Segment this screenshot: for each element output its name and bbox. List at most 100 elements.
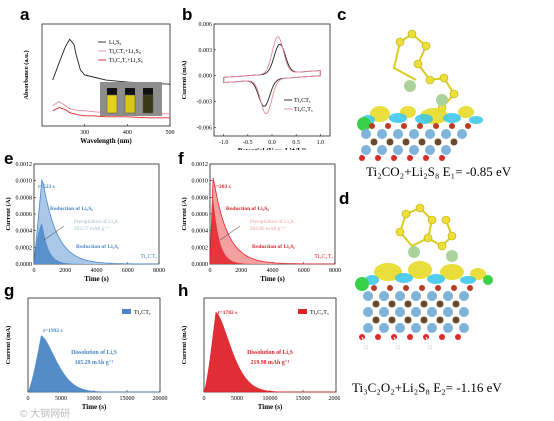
legend-label: Ti₂CTₓ+Li₂S₈ [109,49,141,55]
area-fill-reduction [34,223,97,264]
x-axis-label: Time (s) [258,403,283,411]
annotation-dissolution: Dissolution of Li₂S [71,350,117,356]
x-tick-label: 4000 [267,268,279,274]
y-axis-label: Current (mA) [181,61,188,100]
li2s-deposition-ti3c2tx-chart: 0 2000 4000 6000 8000 0.0000 0.0002 0.0004 0.000… [181,162,341,283]
li2s-deposition-ti2ctx-chart: 0 2000 4000 6000 8000 0.0000 0.0002 0.0004 0.000… [5,162,165,283]
legend-label: Ti₂CTₓ [294,98,311,104]
annotation-capacity: 219.98 mAh g⁻¹ [251,360,290,366]
annotation-precipitation: Precipitation of Li₂S [250,218,294,225]
x-tick-label: 2000 [59,268,71,274]
area-fill [203,311,336,393]
x-tick-label: 15000 [120,396,135,402]
watermark: © 大钢网研 [20,409,71,420]
y-tick-label: 0.0010 [192,179,209,185]
annotation-arrow [219,225,241,241]
panel-label-d: d [339,189,350,208]
annotation-reduction-li2s6: Reduction of Li₂S₆ [252,244,295,250]
x-tick-label: 300 [80,130,89,136]
x-tick-label: 6000 [122,268,134,274]
x-tick-label: 8000 [329,268,341,274]
vial-body [106,94,118,114]
legend-label: Ti₃C₂Tₓ [314,254,333,260]
plot-frame [213,23,331,137]
y-axis-label: Current (mA) [5,326,12,365]
cyclic-voltammetry-chart: -1.0 -0.5 0.0 0.5 1.0 0.006 0.003 0.000 -0.003 -0… [181,22,331,150]
x-tick-label: -0.5 [243,140,253,146]
panel-label-g: g [4,281,15,300]
cv-curve-ti3c2tx [223,36,321,115]
x-tick-label: 4000 [91,268,103,274]
x-tick-label: 5000 [55,396,67,402]
current-curve [209,177,335,265]
legend-label: Ti₃C₂Tₓ [294,107,313,113]
vial-cap [107,88,117,95]
vial-cap [143,88,153,95]
uv-vis-absorbance-chart: 300 400 500 Wavelength (nm) Absorbance (a.u.… [23,23,175,145]
annotation-dissolution: Dissolution of Li₂S [247,350,293,356]
annotation-reduction-li2s8: Reduction of Li₂S₈ [226,206,269,212]
binding-energy-d: Ti₃C₂O₂+Li₂S₈ E₂= -1.16 eV [352,380,502,395]
li2s-dissolution-ti2ctx-chart: 0 5000 10000 15000 20000 Time (s) Current (mA)… [5,297,168,411]
panel-label-c: c [337,5,347,24]
panel-label-f: f [178,149,184,168]
x-tick-label: 20000 [329,396,341,402]
legend-swatch [298,309,307,314]
vial-body [124,94,136,114]
y-tick-label: 0.0012 [16,162,33,168]
y-tick-label: 0.0004 [16,229,33,235]
y-tick-label: 0.0008 [192,195,209,201]
legend-label: Ti₂CTₓ [140,254,157,260]
annotation-reduction-li2s6: Reduction of Li₂S₆ [76,244,119,250]
area-fill-reduction [210,199,273,264]
vial-cap [125,88,135,95]
x-tick-label: 0.5 [292,140,300,146]
legend-label: Ti₃C₂Tₓ [310,310,329,316]
vials-photo [100,82,162,116]
y-tick-label: 0.0010 [16,179,33,185]
legend-swatch [122,309,131,314]
x-tick-label: 6000 [298,268,310,274]
x-tick-label: 2000 [235,268,247,274]
panel-label-h: h [178,281,189,300]
y-axis-label: Current (A) [5,197,12,230]
panel-label-e: e [4,149,14,168]
x-tick-label: 0 [27,396,30,402]
y-tick-label: 0.0000 [16,262,33,268]
x-axis-label: Wavelength (nm) [80,137,132,145]
x-tick-label: 20000 [153,396,168,402]
x-tick-label: 8000 [153,268,165,274]
y-tick-label: 0.003 [199,48,213,54]
annotation-precipitation: Precipitation of Li₂S [74,218,118,225]
series-line [52,107,170,119]
panel-label-b: b [182,5,193,24]
area-fill [27,335,160,393]
annotation-arrow [43,225,65,241]
legend-label: Li₂S₈ [109,40,121,46]
y-tick-label: 0.0004 [192,229,209,235]
y-tick-label: 0.0012 [192,162,209,168]
y-axis-label: Current (A) [181,197,188,230]
annotation-capacity: 284.86 mAh g⁻¹ [250,226,285,232]
x-tick-label: 500 [166,130,175,136]
binding-energy-c: Ti₂CO₂+Li₂S₈ E₁= -0.85 eV [366,164,512,179]
y-tick-label: 0.0002 [192,245,209,251]
x-axis-label: Time (s) [82,403,107,411]
y-axis-label: Current (mA) [181,326,188,365]
peak-time-label: t=1782 s [218,310,237,316]
y-tick-label: 0.0006 [192,212,209,218]
x-tick-label: 0 [209,268,212,274]
x-tick-label: 0.0 [268,140,276,146]
vial-body [142,94,154,114]
x-tick-label: 1.0 [317,140,325,146]
annotation-reduction-li2s8: Reduction of Li₂S₈ [50,206,93,212]
y-tick-label: 0.0000 [192,262,209,268]
x-tick-label: -1.0 [219,140,229,146]
legend-label: Ti₃C₂Tₓ+Li₂S₈ [109,58,143,64]
y-tick-label: -0.003 [197,100,213,106]
y-tick-label: 0.0002 [16,245,33,251]
y-tick-label: 0.0008 [16,195,33,201]
x-axis-label: Time (s) [84,275,109,283]
dft-structure-ti2co2-li2s8 [357,29,483,161]
x-tick-label: 10000 [87,396,102,402]
